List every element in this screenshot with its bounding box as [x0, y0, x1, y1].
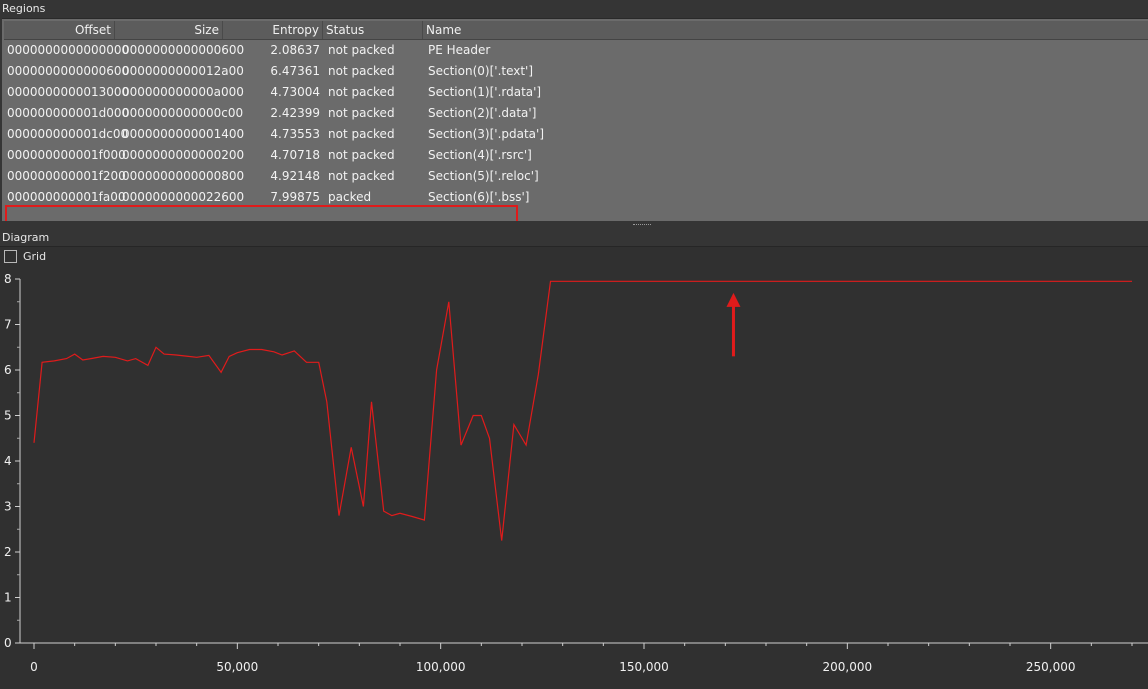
table-row[interactable]: 0000000000000000 0000000000000600 2.08637 n…	[4, 40, 1148, 61]
y-tick-label: 6	[4, 363, 12, 377]
y-tick-label: 3	[4, 500, 12, 514]
cell-name: Section(1)['.rdata']	[428, 85, 542, 99]
cell-offset: 000000000001fa00	[7, 190, 126, 204]
y-tick-label: 5	[4, 409, 12, 423]
grid-checkbox[interactable]	[4, 250, 17, 263]
column-header-size[interactable]: Size	[115, 21, 223, 39]
table-row[interactable]: 000000000001dc00 0000000000001400 4.73553 n…	[4, 124, 1148, 145]
cell-size: 0000000000012a00	[122, 64, 244, 78]
cell-name: Section(2)['.data']	[428, 106, 537, 120]
entropy-chart: 0 1 2 3 4 5 6 7 8 0 50,000 100,000 150,000 200,000 250…	[4, 272, 1148, 674]
x-tick-label: 0	[30, 660, 38, 674]
x-tick-label: 50,000	[216, 660, 258, 674]
cell-offset: 000000000001f200	[7, 169, 126, 183]
diagram-title: Diagram	[0, 229, 50, 247]
cell-status: not packed	[328, 169, 395, 183]
cell-status: not packed	[328, 106, 395, 120]
cell-offset: 000000000001dc00	[7, 127, 129, 141]
cell-status: not packed	[328, 148, 395, 162]
cell-size: 0000000000022600	[122, 190, 245, 204]
table-row[interactable]: 0000000000013000 000000000000a000 4.73004 n…	[4, 82, 1148, 103]
cell-status: packed	[328, 190, 372, 204]
cell-size: 0000000000001400	[122, 127, 245, 141]
cell-offset: 000000000001f000	[7, 148, 126, 162]
column-header-name[interactable]: Name	[426, 23, 462, 37]
y-tick-label: 2	[4, 545, 12, 559]
cell-entropy: 4.70718	[270, 148, 320, 162]
x-tick-label: 150,000	[619, 660, 669, 674]
cell-offset: 0000000000000000	[7, 43, 130, 57]
cell-size: 0000000000000800	[122, 169, 245, 183]
cell-status: not packed	[328, 85, 395, 99]
cell-offset: 000000000001d000	[7, 106, 130, 120]
cell-size: 0000000000000c00	[122, 106, 244, 120]
regions-title: Regions	[0, 0, 46, 18]
diagram-panel: 0 1 2 3 4 5 6 7 8 0 50,000 100,000 150,000 200,000 250…	[0, 246, 1148, 689]
x-tick-label: 250,000	[1026, 660, 1076, 674]
cell-size: 0000000000000600	[122, 43, 245, 57]
cell-entropy: 2.42399	[270, 106, 320, 120]
y-tick-label: 8	[4, 272, 12, 286]
y-tick-label: 0	[4, 636, 12, 650]
cell-entropy: 4.73004	[270, 85, 320, 99]
table-row[interactable]: 000000000001f000 0000000000000200 4.70718 n…	[4, 145, 1148, 166]
cell-entropy: 4.92148	[270, 169, 320, 183]
table-row[interactable]: 000000000001f200 0000000000000800 4.92148 n…	[4, 166, 1148, 187]
cell-name: Section(4)['.rsrc']	[428, 148, 532, 162]
y-tick-label: 1	[4, 591, 12, 605]
cell-status: not packed	[328, 43, 395, 57]
column-header-status[interactable]: Status	[323, 21, 423, 39]
cell-size: 0000000000000200	[122, 148, 245, 162]
cell-name: Section(5)['.reloc']	[428, 169, 539, 183]
cell-offset: 0000000000013000	[7, 85, 130, 99]
cell-offset: 0000000000000600	[7, 64, 130, 78]
column-header-entropy[interactable]: Entropy	[223, 21, 323, 39]
table-row[interactable]: 0000000000000600 0000000000012a00 6.47361 n…	[4, 61, 1148, 82]
regions-panel: Offset Size Entropy Status Name 00000000…	[2, 18, 1148, 228]
regions-table-header: Offset Size Entropy Status Name	[4, 21, 1148, 40]
cell-entropy: 4.73553	[270, 127, 320, 141]
cell-entropy: 6.47361	[270, 64, 320, 78]
cell-size: 000000000000a000	[122, 85, 244, 99]
cell-status: not packed	[328, 64, 395, 78]
cell-name: Section(0)['.text']	[428, 64, 534, 78]
regions-table-body: 0000000000000000 0000000000000600 2.08637 n…	[4, 40, 1148, 208]
x-tick-label: 200,000	[823, 660, 873, 674]
cell-name: Section(3)['.pdata']	[428, 127, 545, 141]
arrow-up-icon	[726, 292, 741, 307]
table-row[interactable]: 000000000001fa00 0000000000022600 7.99875 p…	[4, 187, 1148, 208]
cell-name: PE Header	[428, 43, 491, 57]
entropy-series-line	[33, 280, 1132, 541]
y-tick-label: 4	[4, 454, 12, 468]
cell-entropy: 7.99875	[270, 190, 320, 204]
panel-splitter[interactable]	[0, 221, 1148, 229]
grid-checkbox-label[interactable]: Grid	[23, 250, 47, 263]
splitter-grip-icon	[633, 224, 651, 227]
cell-entropy: 2.08637	[270, 43, 320, 57]
column-header-offset[interactable]: Offset	[4, 21, 115, 39]
x-tick-label: 100,000	[416, 660, 466, 674]
y-tick-label: 7	[4, 318, 12, 332]
table-row[interactable]: 000000000001d000 0000000000000c00 2.42399 n…	[4, 103, 1148, 124]
cell-status: not packed	[328, 127, 395, 141]
cell-name: Section(6)['.bss']	[428, 190, 530, 204]
